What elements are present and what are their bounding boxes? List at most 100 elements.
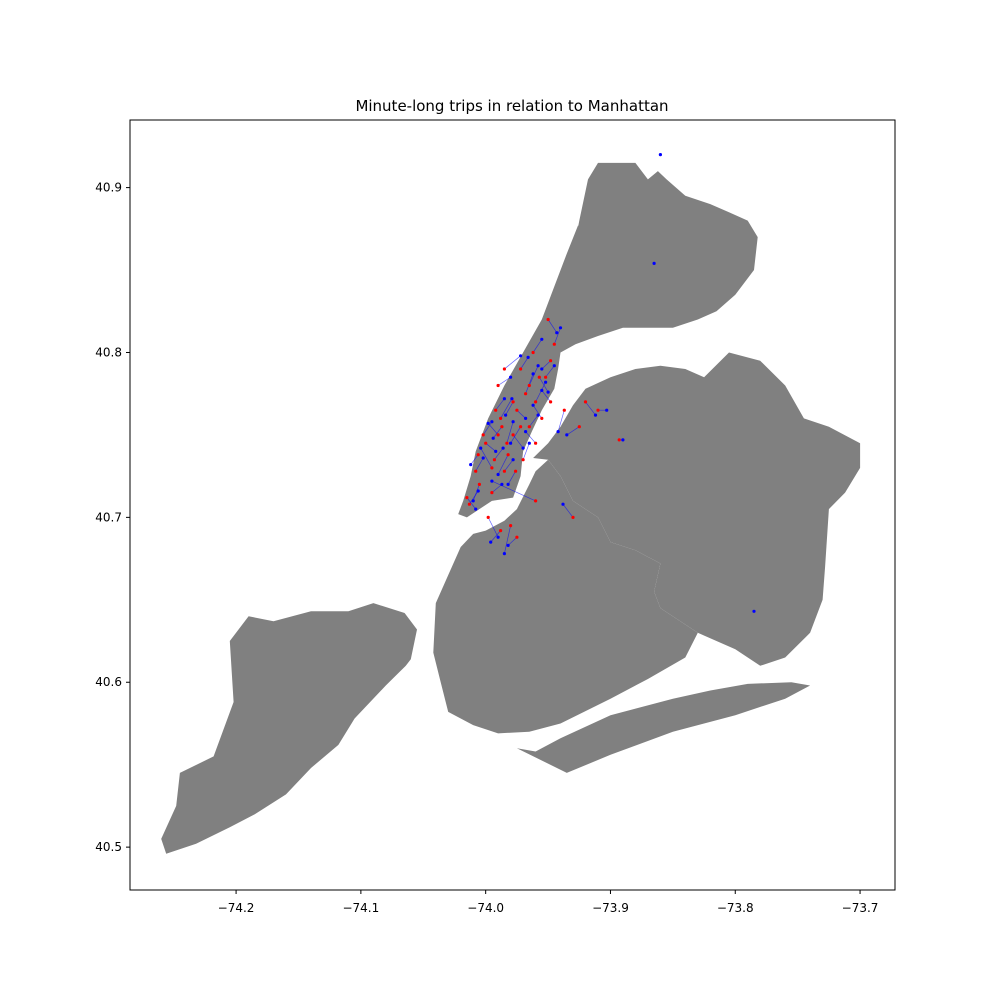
pickup-point-1 — [499, 416, 503, 420]
pickup-point-18 — [534, 499, 538, 503]
pickup-point-6 — [534, 400, 538, 404]
trip-line-1 — [500, 398, 513, 419]
dropoff-point-15 — [489, 540, 493, 544]
dropoff-point-27 — [494, 449, 498, 453]
dropoff-point-30 — [481, 456, 485, 460]
pickup-point-2 — [519, 425, 523, 429]
dropoff-point-12 — [524, 416, 528, 420]
y-tick-label-1: 40.5 — [95, 840, 122, 854]
dropoff-point-26 — [531, 372, 535, 376]
x-tick-label-2: −74.1 — [342, 901, 379, 915]
pickup-point-48 — [500, 425, 504, 429]
trip-line-35 — [466, 497, 476, 510]
pickup-point-20 — [562, 408, 566, 412]
borough-shape-5 — [560, 162, 758, 353]
pickup-point-8 — [502, 367, 506, 371]
dropoff-point-37 — [511, 420, 515, 424]
pickup-point-36 — [521, 458, 525, 462]
y-tick-label-5: 40.9 — [95, 181, 122, 195]
pickup-point-22 — [577, 425, 581, 429]
x-axis: −74.2 −74.1 −74.0 −73.9 −73.8 −73.7 — [218, 890, 878, 915]
dropoff-point-5 — [496, 472, 500, 477]
dropoff-point-20 — [556, 430, 560, 434]
outlier-point-2 — [652, 261, 656, 265]
dropoff-point-40 — [509, 375, 513, 379]
trip-line-22 — [566, 426, 580, 436]
trip-line-47 — [520, 357, 529, 370]
trip-line-29 — [495, 398, 505, 411]
x-tick-label-4: −73.9 — [592, 901, 629, 915]
trip-line-45 — [529, 414, 539, 427]
outlier-point-3 — [752, 609, 756, 613]
trip-line-10 — [547, 319, 558, 333]
chart-title: Minute-long trips in relation to Manhatt… — [355, 97, 668, 115]
pickup-point-14 — [486, 515, 490, 520]
dropoff-point-33 — [540, 337, 544, 341]
dropoff-point-42 — [469, 463, 473, 467]
trip-line-19 — [562, 503, 574, 518]
trip-line-5 — [497, 454, 509, 475]
dropoff-point-11 — [486, 421, 490, 425]
trip-line-48 — [492, 426, 503, 439]
pickup-point-45 — [527, 425, 531, 429]
pickup-point-29 — [494, 408, 498, 412]
pickup-point-47 — [519, 367, 523, 371]
y-tick-label-2: 40.6 — [95, 675, 122, 689]
trip-line-26 — [525, 373, 534, 394]
dropoff-point-2 — [509, 441, 513, 445]
dropoff-point-9 — [558, 326, 563, 330]
dropoff-point-7 — [471, 499, 475, 503]
pickup-point-23 — [596, 408, 600, 412]
trip-line-50 — [525, 431, 536, 444]
trip-line-28 — [512, 434, 524, 449]
pickup-point-37 — [505, 441, 509, 445]
dropoff-point-16 — [502, 552, 506, 556]
pickup-point-27 — [484, 441, 488, 445]
trip-line-12 — [516, 409, 526, 419]
pickup-point-49 — [511, 400, 515, 404]
dropoff-point-4 — [536, 364, 540, 368]
dropoff-point-3 — [479, 446, 483, 450]
pickup-point-26 — [524, 392, 528, 396]
trip-line-18 — [491, 480, 536, 502]
dropoff-point-48 — [491, 436, 495, 440]
pickup-point-30 — [474, 469, 478, 473]
dropoff-point-31 — [500, 482, 504, 486]
dropoff-point-34 — [540, 367, 544, 371]
pickup-point-16 — [509, 524, 513, 528]
dropoff-point-1 — [510, 397, 514, 401]
pickup-point-34 — [549, 359, 553, 363]
trips-layer — [465, 153, 756, 613]
trip-line-7 — [472, 484, 480, 502]
dropoff-point-45 — [536, 413, 540, 417]
dropoff-point-35 — [474, 507, 478, 511]
pickup-point-32 — [502, 469, 506, 473]
dropoff-point-17 — [506, 543, 510, 548]
pickup-point-39 — [549, 400, 553, 404]
trip-line-30 — [475, 457, 484, 472]
dropoff-point-44 — [506, 482, 510, 486]
pickup-point-9 — [552, 342, 556, 346]
borough-shape-2 — [433, 459, 698, 734]
dropoff-point-13 — [476, 489, 480, 493]
trip-line-4 — [528, 365, 539, 386]
trip-line-13 — [469, 490, 479, 505]
dropoff-point-6 — [544, 380, 548, 384]
pickup-point-10 — [546, 317, 550, 322]
trip-line-43 — [494, 447, 504, 460]
trip-line-46 — [545, 365, 555, 378]
trip-line-15 — [490, 530, 501, 543]
pickup-point-21 — [583, 400, 588, 404]
dropoff-point-50 — [524, 430, 528, 434]
pickup-point-50 — [534, 441, 538, 445]
plot-frame — [129, 119, 896, 891]
dropoff-point-39 — [540, 388, 544, 392]
pickup-point-43 — [492, 458, 496, 462]
pickup-point-19 — [571, 515, 575, 520]
dropoff-point-36 — [527, 441, 531, 445]
trip-line-27 — [485, 442, 496, 452]
dropoff-point-21 — [593, 413, 598, 417]
trip-line-41 — [482, 421, 493, 436]
x-tick-label-1: −74.2 — [218, 901, 255, 915]
